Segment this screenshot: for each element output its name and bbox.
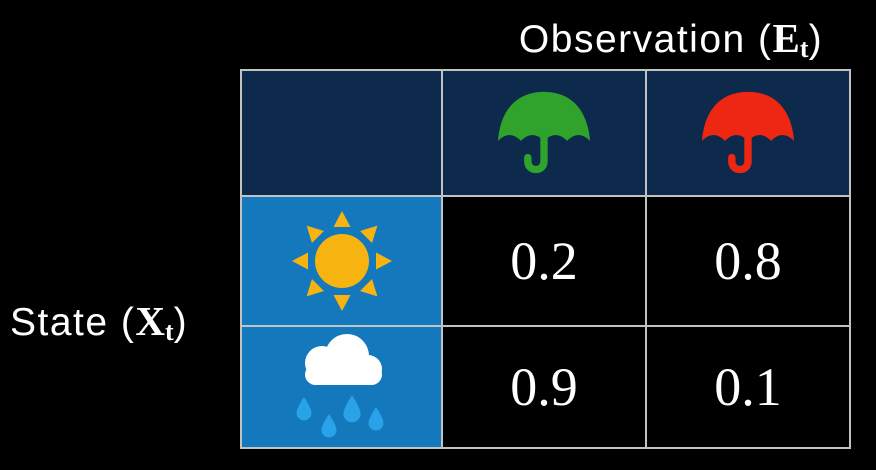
column-header-green-umbrella: [443, 71, 645, 195]
probability-sunny-green: 0.2: [443, 197, 645, 325]
observation-variable: E: [772, 15, 800, 61]
red-umbrella-icon: [701, 91, 795, 174]
state-axis-label: State (Xt): [10, 298, 189, 347]
observation-subscript: t: [799, 34, 809, 63]
probability-sunny-red: 0.8: [647, 197, 849, 325]
corner-empty-cell: [242, 71, 441, 195]
observation-label-text: Observation (: [518, 18, 773, 61]
state-subscript: t: [165, 317, 174, 347]
sun-icon: [291, 211, 392, 311]
observation-label-close: ): [808, 18, 824, 61]
green-umbrella-icon: [497, 91, 591, 174]
observation-probability-table: 0.2 0.8 0.9 0.1: [240, 69, 851, 449]
state-label-text: State (: [10, 301, 136, 345]
probability-rainy-red: 0.1: [647, 327, 849, 447]
probability-rainy-green: 0.9: [443, 327, 645, 447]
state-label-close: ): [173, 301, 189, 345]
rain-cloud-icon: [296, 334, 383, 438]
state-variable: X: [135, 298, 165, 345]
row-header-sunny: [242, 197, 441, 325]
observation-axis-label: Observation (Et): [518, 15, 824, 63]
row-header-rainy: [242, 327, 441, 447]
column-header-red-umbrella: [647, 71, 849, 195]
